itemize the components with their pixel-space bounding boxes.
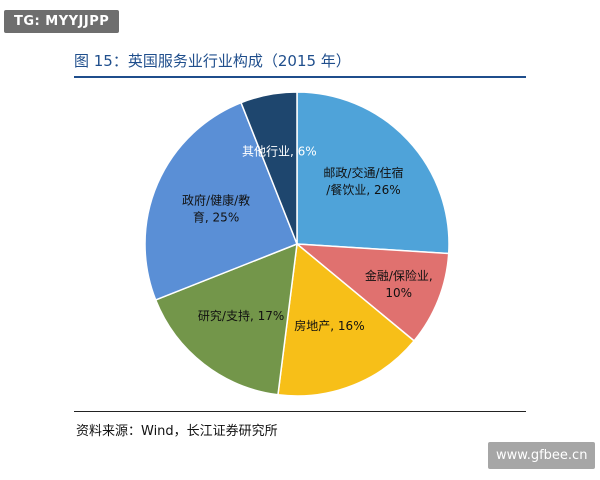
pie-slice-4 — [154, 242, 298, 396]
slice-label-6: 其他行业, 6% — [242, 144, 317, 158]
slice-label-2: 金融/保险业, 10% — [365, 268, 433, 300]
pie-slice-5 — [144, 101, 298, 301]
pie-slice-6 — [240, 91, 298, 245]
slice-label-5: 政府/健康/教育, 25% — [182, 192, 250, 224]
figure-title: 图 15：英国服务业行业构成（2015 年） — [74, 52, 351, 70]
site-watermark: www.gfbee.cn — [488, 442, 596, 469]
slice-label-4: 研究/支持, 17% — [198, 308, 284, 323]
source-note: 资料来源：Wind，长江证券研究所 — [76, 424, 278, 439]
title-rule — [74, 76, 526, 78]
pie-slice-3 — [277, 242, 416, 397]
tg-badge: TG: MYYJJPP — [4, 10, 120, 33]
pie-slice-2 — [294, 243, 450, 342]
source-rule — [74, 411, 526, 412]
pie-slice-1 — [296, 91, 450, 255]
slice-label-1: 邮政/交通/住宿/餐饮业, 26% — [323, 165, 403, 197]
slice-label-3: 房地产, 16% — [294, 318, 364, 333]
